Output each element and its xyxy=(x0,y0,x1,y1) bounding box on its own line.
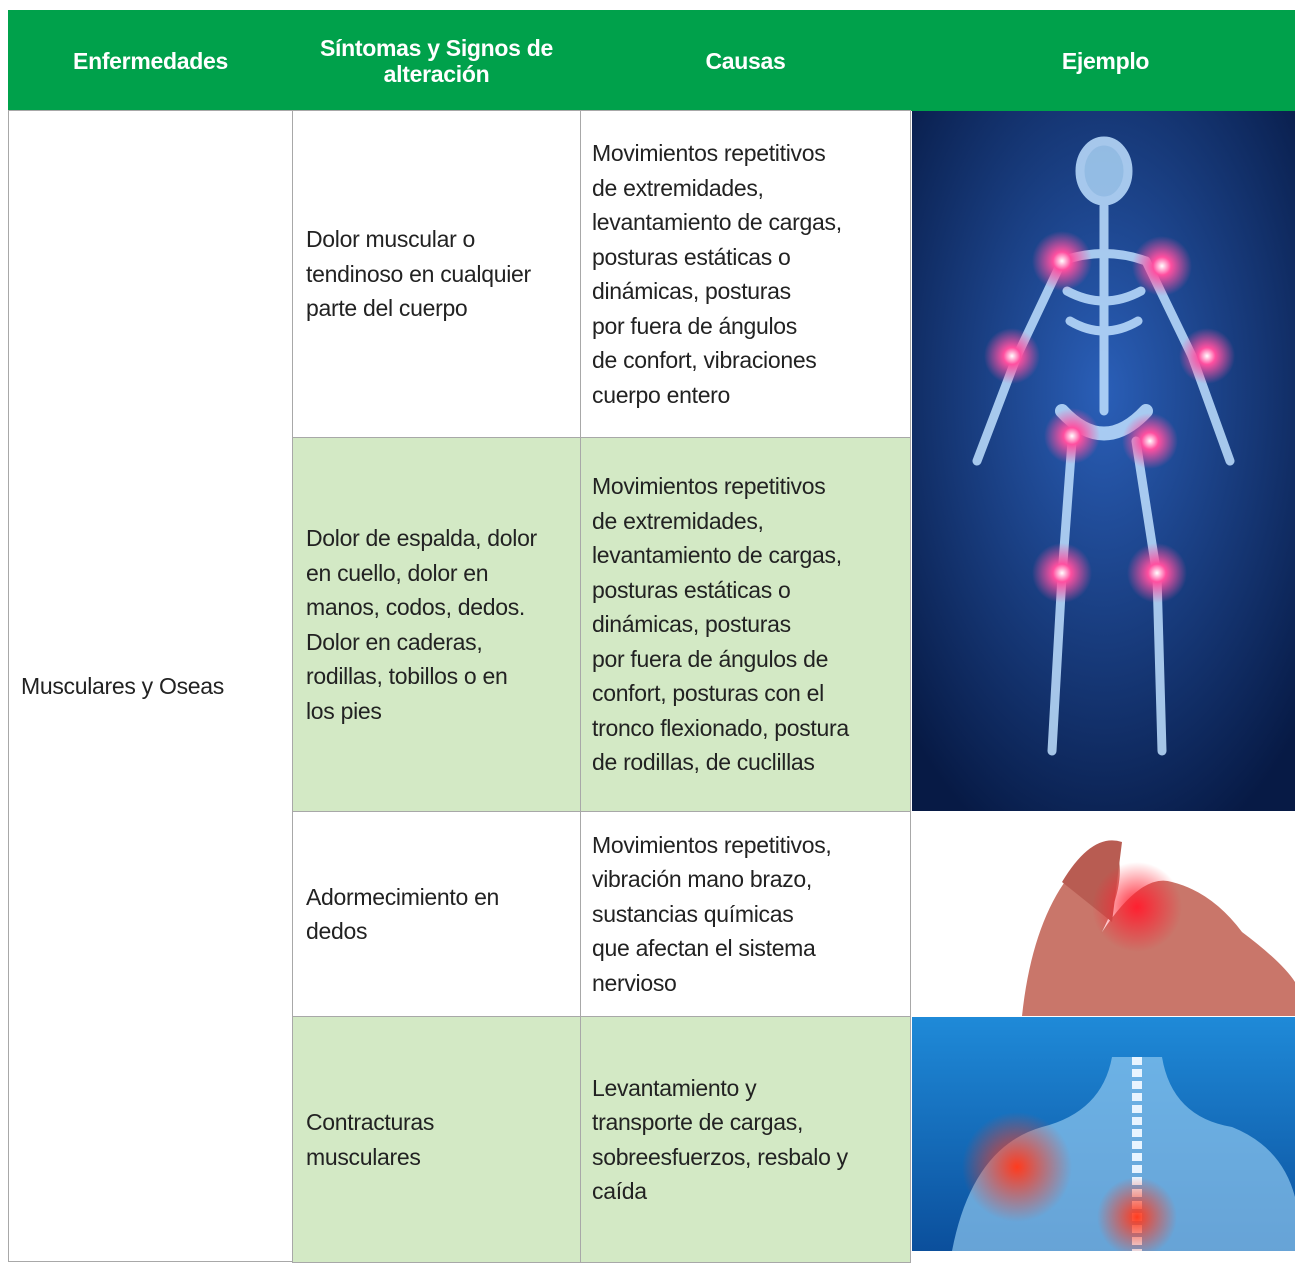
header-cell: Ejemplo xyxy=(910,10,1295,111)
text-line: Dolor de espalda, dolor xyxy=(306,525,537,551)
text-line: los pies xyxy=(306,697,382,724)
text-line: sustancias químicas xyxy=(592,900,794,927)
text-line: dinámicas, posturas xyxy=(592,278,791,304)
text-line: Síntomas y Signos de xyxy=(320,34,553,61)
back-image xyxy=(912,1017,1295,1251)
text-line: tronco flexionado, postura xyxy=(592,714,849,741)
text-line: Adormecimiento en xyxy=(306,883,500,910)
text-line: levantamiento de cargas, xyxy=(592,209,842,235)
text-line: de rodillas, de cuclillas xyxy=(592,749,815,776)
text-line: sobreesfuerzos, resbalo y xyxy=(592,1143,848,1170)
header-cell: Síntomas y Signos de alteración xyxy=(292,10,581,111)
text-line: alteración xyxy=(383,60,490,87)
text-line: en cuello, dolor en xyxy=(306,559,489,586)
symptom-cell: Adormecimiento en dedos xyxy=(292,811,581,1017)
symptom-cell: Dolor muscular o tendinoso en cualquier pa… xyxy=(292,110,581,438)
causes-cell: Levantamiento y transporte de cargas, sobr… xyxy=(580,1016,911,1263)
text-line: Movimientos repetitivos, xyxy=(592,831,832,858)
causes-cell: Movimientos repetitivos de extremidades, l… xyxy=(580,110,911,438)
text-line: Ejemplo xyxy=(1061,47,1150,74)
text-line: nervioso xyxy=(592,969,677,996)
text-line: tendinoso en cualquier xyxy=(306,260,531,287)
text-line: Enfermedades xyxy=(73,47,228,74)
text-line: Levantamiento y xyxy=(592,1074,757,1101)
text-line: Musculares y Oseas xyxy=(21,672,224,699)
header-cell: Enfermedades xyxy=(8,10,293,111)
text-line: musculares xyxy=(306,1143,421,1170)
text-line: Contracturas xyxy=(306,1109,435,1135)
text-line: por fuera de ángulos xyxy=(592,312,797,339)
text-line: confort, posturas con el xyxy=(592,680,824,707)
causes-cell: Movimientos repetitivos, vibración mano b… xyxy=(580,811,911,1017)
text-line: levantamiento de cargas, xyxy=(592,542,842,569)
text-line: Dolor en caderas, xyxy=(306,628,483,655)
text-line: posturas estáticas o xyxy=(592,576,791,603)
skeleton-image xyxy=(912,111,1295,811)
symptom-cell: Dolor de espalda, dolor en cuello, dolor … xyxy=(292,437,581,812)
text-line: que afectan el sistema xyxy=(592,935,816,962)
text-line: cuerpo entero xyxy=(592,381,731,408)
text-line: dinámicas, posturas xyxy=(592,611,791,638)
text-line: por fuera de ángulos de xyxy=(592,645,829,672)
disease-cell: Musculares y Oseas xyxy=(8,110,293,1262)
text-line: rodillas, tobillos o en xyxy=(306,663,508,689)
text-line: caída xyxy=(592,1178,647,1204)
text-line: de confort, vibraciones xyxy=(592,347,817,373)
text-line: vibración mano brazo, xyxy=(592,866,812,893)
text-line: posturas estáticas o xyxy=(592,243,791,270)
text-line: dedos xyxy=(306,918,368,944)
text-line: Dolor muscular o xyxy=(306,226,476,253)
text-line: de extremidades, xyxy=(592,507,764,534)
text-line: manos, codos, dedos. xyxy=(306,594,526,620)
hand-image xyxy=(912,812,1295,1016)
text-line: Movimientos repetitivos xyxy=(592,140,826,166)
header-cell: Causas xyxy=(580,10,911,111)
causes-cell: Movimientos repetitivos de extremidades, l… xyxy=(580,437,911,812)
text-line: Movimientos repetitivos xyxy=(592,473,826,500)
text-line: de extremidades, xyxy=(592,174,764,201)
symptom-cell: Contracturas musculares xyxy=(292,1016,581,1263)
text-line: parte del cuerpo xyxy=(306,295,468,322)
text-line: transporte de cargas, xyxy=(592,1109,804,1135)
text-line: Causas xyxy=(705,47,786,74)
